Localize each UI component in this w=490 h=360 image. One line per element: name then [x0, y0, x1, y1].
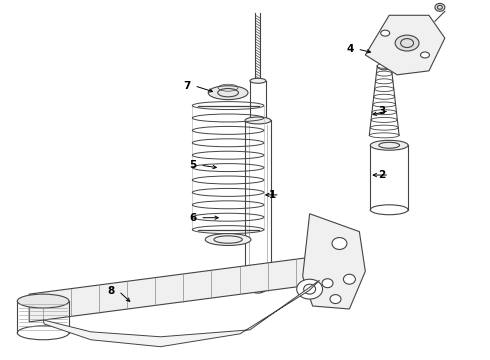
Ellipse shape	[297, 279, 322, 299]
Ellipse shape	[370, 140, 408, 150]
Polygon shape	[43, 280, 319, 347]
Polygon shape	[29, 257, 310, 322]
Text: 6: 6	[189, 213, 196, 223]
Ellipse shape	[245, 117, 271, 124]
Polygon shape	[303, 214, 366, 309]
Text: 3: 3	[378, 105, 385, 116]
Text: 2: 2	[378, 170, 385, 180]
Ellipse shape	[208, 86, 248, 100]
Ellipse shape	[435, 3, 445, 11]
Text: 1: 1	[269, 190, 276, 200]
Polygon shape	[366, 15, 445, 75]
Text: 8: 8	[107, 286, 115, 296]
Text: 7: 7	[183, 81, 190, 91]
Ellipse shape	[247, 275, 269, 293]
Ellipse shape	[322, 279, 333, 288]
Ellipse shape	[343, 274, 355, 284]
Ellipse shape	[17, 294, 69, 308]
Ellipse shape	[420, 52, 429, 58]
Text: 5: 5	[189, 160, 196, 170]
Ellipse shape	[395, 35, 419, 51]
Text: 4: 4	[346, 44, 353, 54]
Ellipse shape	[332, 238, 347, 249]
Ellipse shape	[381, 30, 390, 36]
Ellipse shape	[250, 78, 266, 83]
Ellipse shape	[205, 234, 251, 246]
Ellipse shape	[330, 294, 341, 303]
